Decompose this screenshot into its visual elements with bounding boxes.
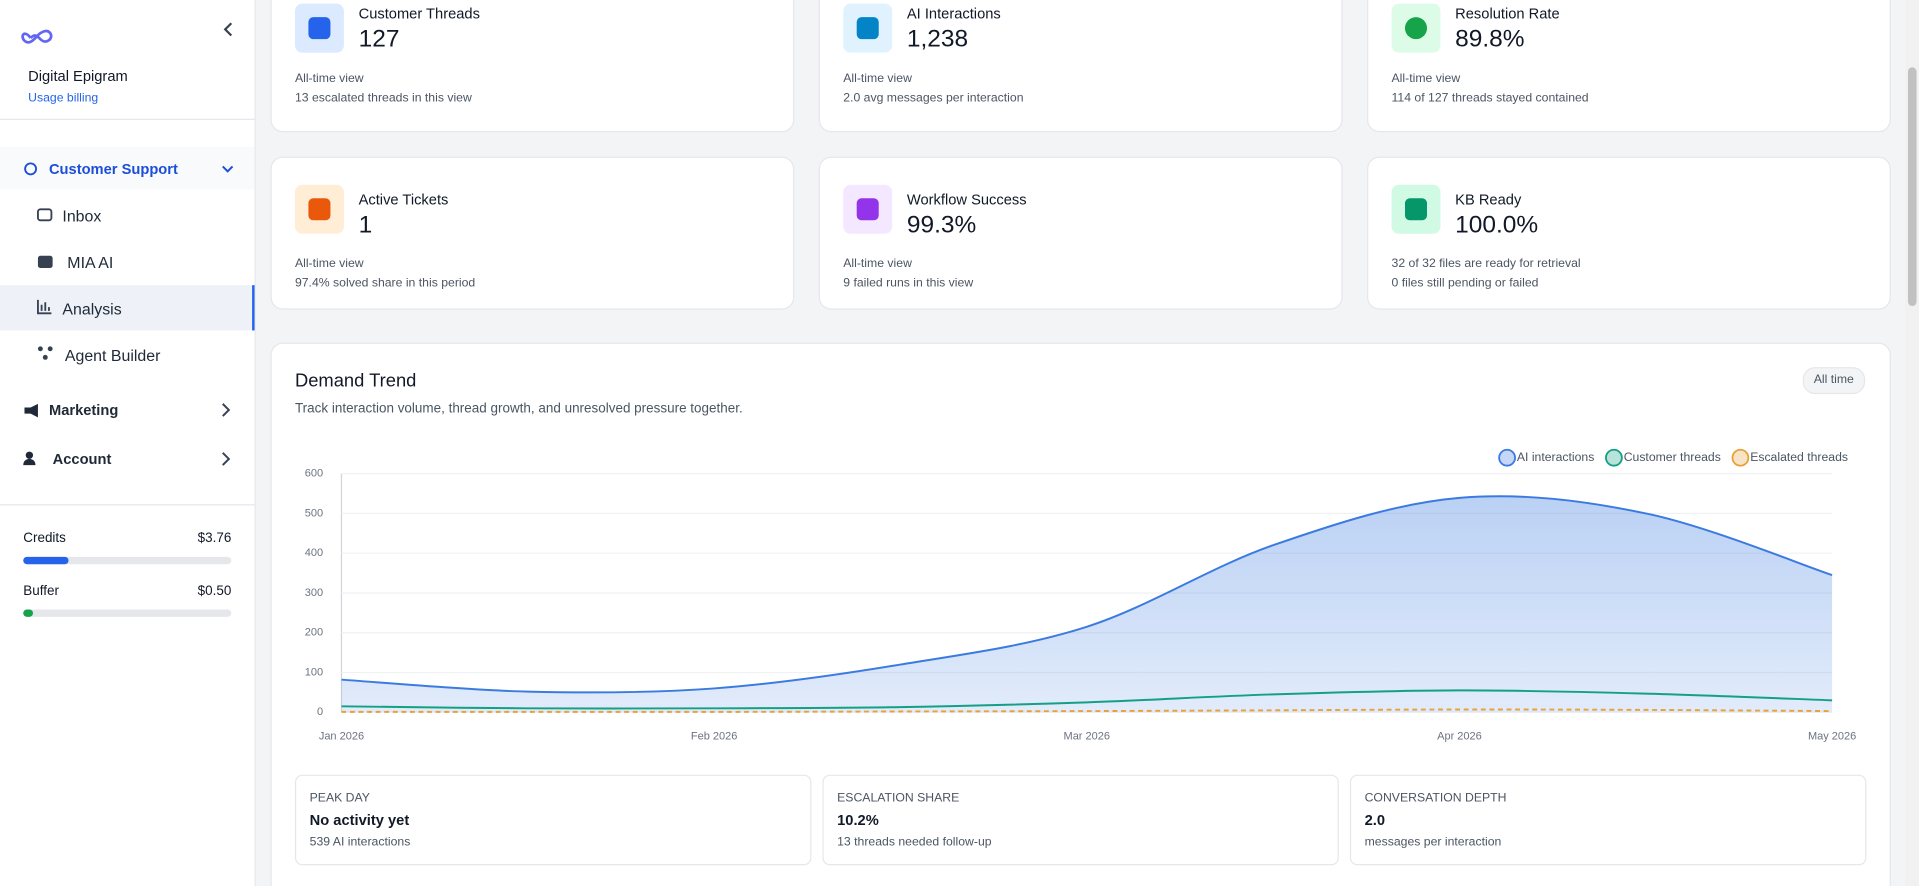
- icon-glyph: [856, 198, 879, 221]
- range-badge[interactable]: All time: [1802, 367, 1865, 395]
- summary-label: ESCALATION SHARE: [837, 791, 960, 806]
- stat-card: [818, 0, 1343, 133]
- stat-note: All-time view: [1391, 72, 1461, 86]
- stat-note: 9 failed runs in this view: [843, 276, 974, 291]
- stat-note: All-time view: [294, 72, 364, 86]
- stat-title: Workflow Success: [906, 190, 1027, 209]
- stat-value: 100.0%: [1455, 211, 1539, 239]
- stat-icon: [843, 3, 893, 53]
- credits-amount: $3.76: [197, 531, 232, 546]
- nav-item[interactable]: MIA AI: [67, 253, 114, 272]
- chart-subtitle: Track interaction volume, thread growth,…: [294, 401, 743, 417]
- stat-title: Customer Threads: [358, 4, 480, 23]
- stat-note: 114 of 127 threads stayed contained: [1391, 91, 1589, 106]
- stat-note: All-time view: [294, 257, 364, 271]
- credits-label: Credits: [23, 531, 66, 546]
- stat-note: All-time view: [843, 72, 912, 86]
- stat-title: AI Interactions: [906, 4, 1001, 23]
- stat-icon: [843, 184, 893, 234]
- collapse-button[interactable]: [220, 21, 237, 38]
- nav-item[interactable]: Analysis: [62, 299, 122, 319]
- stat-icon: [1391, 3, 1441, 53]
- x-tick-label: Feb 2026: [691, 731, 737, 743]
- stat-title: Active Tickets: [358, 190, 449, 209]
- y-tick-label: 500: [305, 507, 323, 519]
- summary-label: PEAK DAY: [309, 791, 370, 806]
- stat-value: 1,238: [906, 25, 969, 53]
- stat-value: 99.3%: [906, 211, 977, 239]
- y-tick-label: 200: [305, 627, 323, 639]
- legend-label: Customer threads: [1624, 450, 1721, 464]
- buffer-amount: $0.50: [197, 583, 232, 599]
- series-line: [341, 495, 1833, 694]
- stat-note: All-time view: [843, 257, 912, 271]
- stat-icon: [294, 184, 344, 234]
- y-tick-label: 0: [317, 706, 323, 718]
- stat-note: 32 of 32 files are ready for retrieval: [1391, 257, 1581, 271]
- nav-section[interactable]: Marketing: [48, 401, 119, 419]
- y-tick-label: 400: [305, 547, 323, 559]
- icon-glyph: [308, 17, 331, 40]
- series-area: [341, 496, 1833, 713]
- icon-glyph: [1404, 17, 1428, 40]
- y-tick-label: 100: [305, 666, 323, 678]
- legend-swatch: [1731, 448, 1750, 467]
- legend-swatch: [1498, 448, 1516, 467]
- stat-title: Resolution Rate: [1455, 4, 1560, 23]
- summary-card: [1349, 774, 1867, 866]
- nav-item[interactable]: Inbox: [62, 206, 102, 226]
- buffer-label: Buffer: [23, 583, 59, 599]
- x-tick-label: Mar 2026: [1064, 731, 1110, 743]
- stat-title: KB Ready: [1455, 190, 1522, 209]
- stat-card: [1367, 156, 1891, 310]
- stat-card: [818, 156, 1343, 310]
- nav-section[interactable]: Account: [52, 450, 112, 468]
- stat-value: 127: [358, 25, 400, 53]
- billing-link[interactable]: Usage billing: [28, 91, 99, 106]
- x-tick-label: May 2026: [1808, 731, 1856, 743]
- y-tick-label: 600: [305, 468, 323, 480]
- summary-note: 13 threads needed follow-up: [837, 835, 992, 850]
- legend-label: Escalated threads: [1750, 450, 1848, 464]
- icon-glyph: [308, 198, 331, 221]
- stat-card: [1367, 0, 1891, 133]
- stat-icon: [294, 3, 344, 53]
- stat-note: 2.0 avg messages per interaction: [843, 91, 1024, 106]
- series-line: [341, 708, 1833, 713]
- summary-label: CONVERSATION DEPTH: [1364, 791, 1507, 806]
- x-tick-label: Jan 2026: [319, 731, 364, 743]
- org-name: Digital Epigram: [28, 67, 128, 85]
- stat-note: 97.4% solved share in this period: [294, 276, 476, 291]
- logo: [21, 29, 53, 44]
- stat-value: 1: [358, 211, 373, 239]
- nav-item[interactable]: Agent Builder: [64, 346, 161, 365]
- x-tick-label: Apr 2026: [1437, 731, 1482, 743]
- summary-note: messages per interaction: [1364, 835, 1502, 850]
- icon-glyph: [856, 17, 879, 40]
- stat-card: [270, 156, 795, 310]
- summary-card: [822, 774, 1339, 866]
- stat-note: 13 escalated threads in this view: [294, 91, 472, 106]
- legend-swatch: [1605, 448, 1623, 467]
- stat-card: [270, 0, 795, 133]
- legend-label: AI interactions: [1517, 450, 1594, 464]
- summary-note: 539 AI interactions: [309, 835, 411, 850]
- series-line: [341, 689, 1833, 710]
- scrollbar[interactable]: [1905, 0, 1919, 886]
- summary-value: 10.2%: [837, 811, 879, 829]
- sidebar: Digital Epigram Usage billing Customer S…: [0, 0, 256, 886]
- y-tick-label: 300: [305, 587, 323, 599]
- icon-glyph: [1404, 198, 1428, 221]
- summary-value: 2.0: [1364, 811, 1386, 829]
- nav-section[interactable]: Customer Support: [48, 160, 178, 178]
- stat-note: 0 files still pending or failed: [1391, 276, 1539, 291]
- chart-title: Demand Trend: [294, 370, 417, 392]
- stat-icon: [1391, 184, 1441, 234]
- summary-value: No activity yet: [309, 811, 410, 829]
- summary-card: [294, 774, 812, 866]
- stat-value: 89.8%: [1455, 25, 1525, 53]
